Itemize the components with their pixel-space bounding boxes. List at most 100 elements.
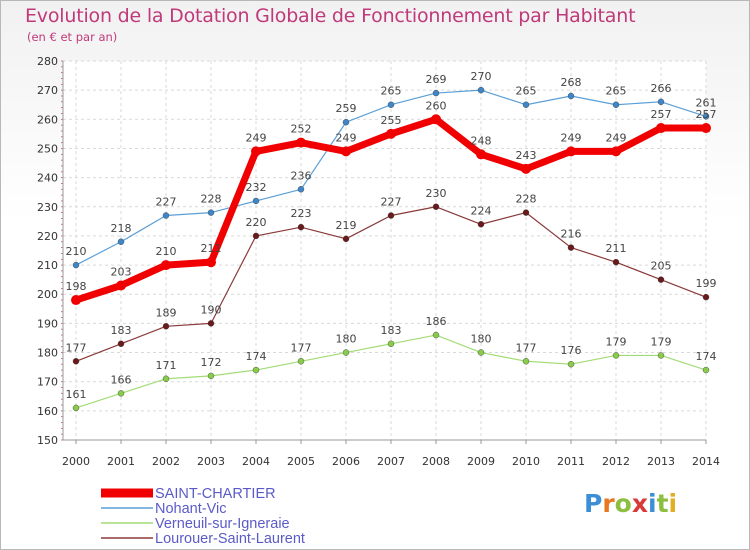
data-label-nohant-vic-2006: 259 [336, 102, 357, 115]
data-point-saint-chartier-2003 [206, 257, 216, 268]
data-point-verneuil-sur-igneraie-2010 [522, 358, 530, 365]
x-tick-label-2013: 2013 [647, 455, 675, 468]
logo-letter: r [602, 489, 615, 518]
y-tick-label-210: 210 [37, 259, 58, 272]
data-label-saint-chartier-2012: 249 [606, 131, 627, 144]
data-label-verneuil-sur-igneraie-2010: 177 [516, 341, 537, 354]
data-point-lourouer-saint-laurent-2004 [252, 232, 260, 240]
data-point-verneuil-sur-igneraie-2007 [387, 340, 395, 347]
data-point-verneuil-sur-igneraie-2009 [477, 349, 485, 356]
data-label-verneuil-sur-igneraie-2002: 171 [156, 359, 177, 372]
data-point-nohant-vic-2009 [477, 86, 485, 94]
data-label-lourouer-saint-laurent-2014: 199 [696, 277, 717, 290]
x-tick-label-2008: 2008 [422, 455, 450, 468]
data-point-saint-chartier-2009 [476, 149, 486, 160]
data-label-lourouer-saint-laurent-2006: 219 [336, 219, 357, 232]
data-label-saint-chartier-2010: 243 [516, 149, 537, 162]
y-tick-label-170: 170 [37, 376, 58, 389]
data-point-saint-chartier-2006 [341, 146, 351, 157]
data-label-lourouer-saint-laurent-2008: 230 [426, 187, 447, 200]
data-label-verneuil-sur-igneraie-2003: 172 [201, 356, 222, 369]
data-point-verneuil-sur-igneraie-2013 [657, 352, 665, 359]
data-label-nohant-vic-2010: 265 [516, 85, 537, 98]
data-point-lourouer-saint-laurent-2014 [702, 293, 710, 301]
data-label-nohant-vic-2000: 210 [66, 245, 87, 258]
data-label-lourouer-saint-laurent-2013: 205 [651, 260, 672, 273]
data-point-nohant-vic-2003 [207, 209, 215, 216]
data-point-lourouer-saint-laurent-2007 [387, 212, 395, 219]
data-point-verneuil-sur-igneraie-2003 [207, 372, 215, 380]
data-point-verneuil-sur-igneraie-2011 [567, 361, 575, 368]
data-point-nohant-vic-2005 [297, 186, 305, 193]
data-point-nohant-vic-2010 [522, 101, 530, 108]
chart-subtitle: (en € et par an) [27, 30, 118, 44]
data-label-lourouer-saint-laurent-2005: 223 [291, 207, 312, 220]
data-label-verneuil-sur-igneraie-2012: 179 [606, 335, 627, 348]
data-label-nohant-vic-2013: 266 [651, 82, 672, 95]
logo-letter: x [631, 489, 648, 518]
y-tick-label-150: 150 [37, 434, 58, 447]
data-point-lourouer-saint-laurent-2002 [162, 323, 170, 330]
data-point-nohant-vic-2011 [567, 92, 575, 100]
data-label-verneuil-sur-igneraie-2006: 180 [336, 333, 357, 346]
data-label-saint-chartier-2004: 249 [246, 131, 267, 144]
data-label-verneuil-sur-igneraie-2005: 177 [291, 341, 312, 354]
data-point-verneuil-sur-igneraie-2002 [162, 375, 170, 382]
data-point-verneuil-sur-igneraie-2008 [432, 331, 440, 339]
data-point-lourouer-saint-laurent-2009 [477, 221, 485, 228]
data-label-saint-chartier-2005: 252 [291, 123, 312, 136]
data-label-saint-chartier-2000: 198 [66, 280, 87, 293]
logo-letter: i [648, 489, 657, 518]
y-tick-label-160: 160 [37, 405, 58, 418]
data-point-saint-chartier-2011 [566, 146, 576, 157]
data-label-saint-chartier-2001: 203 [111, 265, 132, 278]
data-point-lourouer-saint-laurent-2011 [567, 244, 575, 251]
data-label-lourouer-saint-laurent-2009: 224 [471, 204, 492, 217]
chart-title: Evolution de la Dotation Globale de Fonc… [25, 5, 636, 27]
data-point-lourouer-saint-laurent-2006 [342, 235, 350, 243]
legend-label-verneuil-sur-igneraie: Verneuil-sur-Igneraie [155, 516, 290, 532]
data-point-nohant-vic-2008 [432, 89, 440, 97]
proxiti-logo: Proxiti [584, 489, 677, 518]
y-tick-label-240: 240 [37, 172, 58, 185]
data-point-verneuil-sur-igneraie-2004 [252, 366, 260, 374]
x-tick-label-2007: 2007 [377, 455, 405, 468]
data-label-nohant-vic-2005: 236 [291, 169, 312, 182]
data-label-verneuil-sur-igneraie-2001: 166 [111, 373, 132, 386]
data-label-saint-chartier-2006: 249 [336, 131, 357, 144]
data-point-saint-chartier-2007 [386, 128, 396, 139]
data-label-saint-chartier-2008: 260 [426, 99, 447, 112]
data-label-nohant-vic-2009: 270 [471, 70, 492, 83]
data-label-lourouer-saint-laurent-2012: 211 [606, 242, 627, 255]
data-point-saint-chartier-2010 [521, 163, 531, 174]
data-point-nohant-vic-2004 [252, 197, 260, 205]
data-point-verneuil-sur-igneraie-2001 [117, 390, 125, 397]
data-label-nohant-vic-2011: 268 [561, 76, 582, 89]
data-point-nohant-vic-2001 [117, 238, 125, 245]
data-point-nohant-vic-2012 [612, 101, 620, 108]
data-point-saint-chartier-2008 [431, 114, 441, 125]
x-tick-label-2001: 2001 [107, 455, 135, 468]
plot-area [63, 61, 706, 440]
y-tick-label-230: 230 [37, 201, 58, 214]
logo-letter: t [656, 489, 669, 518]
data-label-verneuil-sur-igneraie-2011: 176 [561, 344, 582, 357]
data-label-saint-chartier-2002: 210 [156, 245, 177, 258]
data-label-verneuil-sur-igneraie-2004: 174 [246, 350, 267, 363]
data-label-nohant-vic-2014: 261 [696, 96, 717, 109]
data-point-lourouer-saint-laurent-2010 [522, 209, 530, 216]
data-label-nohant-vic-2008: 269 [426, 73, 447, 86]
data-point-verneuil-sur-igneraie-2005 [297, 358, 305, 365]
data-point-lourouer-saint-laurent-2013 [657, 276, 665, 283]
x-tick-label-2006: 2006 [332, 455, 360, 468]
y-tick-label-200: 200 [37, 288, 58, 301]
data-label-nohant-vic-2004: 232 [246, 181, 267, 194]
data-point-nohant-vic-2014 [702, 113, 710, 120]
data-label-nohant-vic-2007: 265 [381, 85, 402, 98]
data-label-saint-chartier-2007: 255 [381, 114, 402, 127]
data-label-nohant-vic-2012: 265 [606, 85, 627, 98]
x-tick-label-2014: 2014 [692, 455, 720, 468]
y-tick-label-180: 180 [37, 347, 58, 360]
data-label-verneuil-sur-igneraie-2007: 183 [381, 324, 402, 337]
